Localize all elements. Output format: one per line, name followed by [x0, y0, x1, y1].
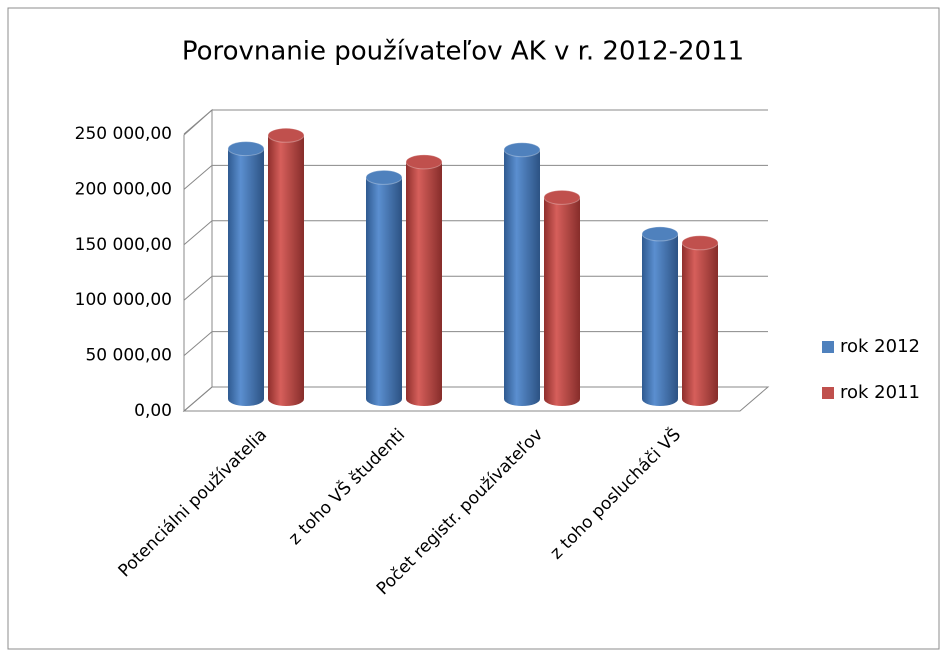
bar-top	[267, 127, 305, 143]
bar-top	[543, 189, 581, 205]
grid-line	[183, 386, 213, 412]
bar	[228, 148, 264, 407]
grid-line	[183, 220, 213, 246]
bar	[268, 135, 304, 406]
y-tick-label: 50 000,00	[85, 346, 172, 366]
bar	[682, 242, 718, 406]
chart-frame	[7, 7, 940, 650]
y-tick-label: 0,00	[134, 401, 172, 421]
bar	[406, 161, 442, 406]
y-tick-label: 100 000,00	[75, 290, 172, 310]
bar-top	[227, 141, 265, 157]
chart-title: Porovnanie používateľov AK v r. 2012-201…	[182, 37, 744, 67]
y-tick-label: 200 000,00	[75, 179, 172, 199]
bar-top	[365, 169, 403, 185]
legend-swatch	[822, 341, 834, 353]
grid-line	[183, 275, 213, 301]
legend-label: rok 2012	[840, 336, 920, 357]
bar-top	[641, 226, 679, 242]
bar	[504, 149, 540, 406]
bar-top	[405, 154, 443, 170]
side-wall	[183, 108, 213, 413]
y-tick-label: 150 000,00	[75, 235, 172, 255]
legend-label: rok 2011	[840, 382, 920, 403]
bar	[642, 233, 678, 406]
bar	[366, 177, 402, 406]
y-tick-label: 250 000,00	[75, 124, 172, 144]
grid-line	[183, 109, 213, 135]
bar-top	[503, 142, 541, 158]
bar-top	[681, 235, 719, 251]
grid-line	[183, 165, 213, 190]
bar	[544, 197, 580, 406]
legend-swatch	[822, 387, 834, 399]
grid-line	[183, 331, 213, 356]
